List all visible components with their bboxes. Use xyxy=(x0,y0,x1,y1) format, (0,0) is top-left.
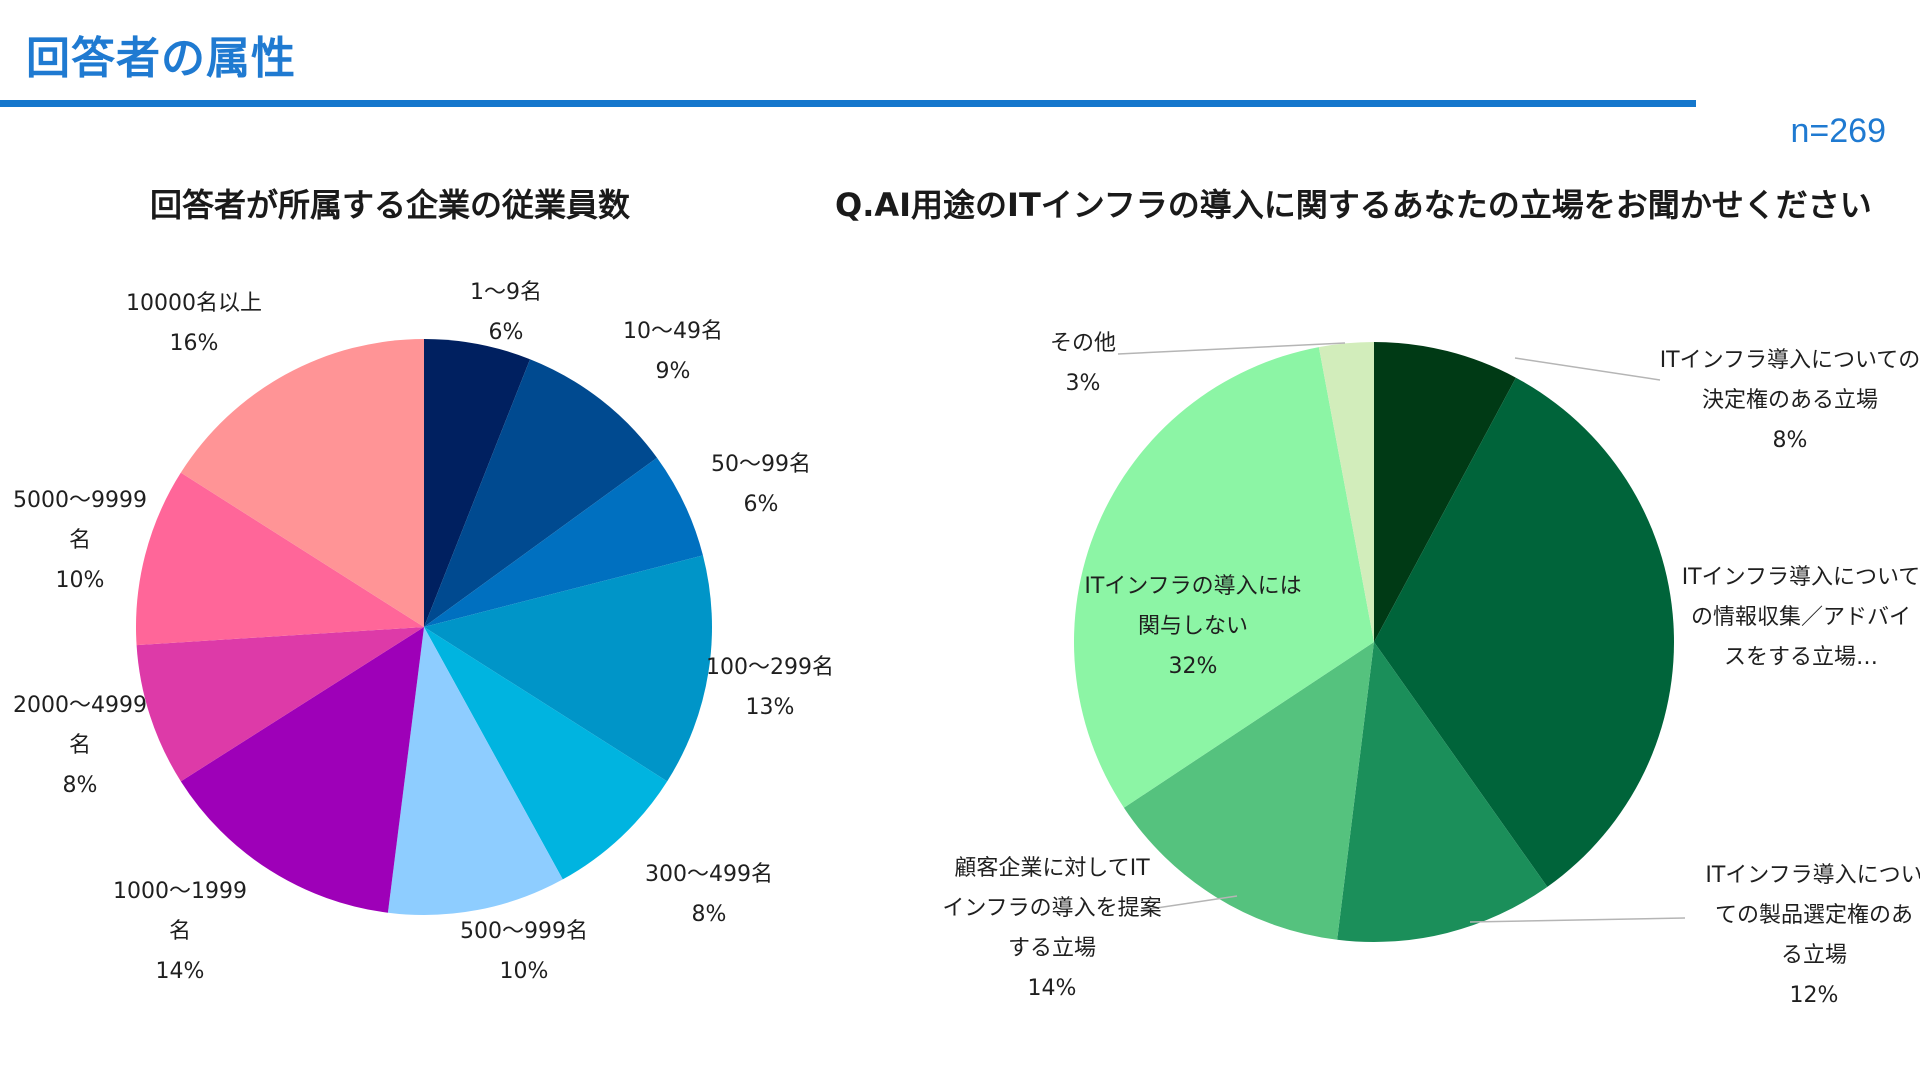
leader-line-1 xyxy=(1469,917,1686,923)
employees-slice-5 xyxy=(387,627,563,916)
employees-label-7: 2000～4999 名 8% xyxy=(13,693,147,798)
employees-label-0: 1～9名 6% xyxy=(470,280,542,345)
employees-slice-3 xyxy=(424,555,712,782)
role-slice-3 xyxy=(1123,642,1374,940)
employees-slice-1 xyxy=(424,359,657,627)
right-chart-title: Q.AI用途のITインフラの導入に関するあなたの立場をお聞かせください xyxy=(835,186,1872,224)
leader-line-0 xyxy=(1514,357,1661,381)
employees-label-2: 50～99名 6% xyxy=(711,452,811,517)
role-label-5: その他 3% xyxy=(1050,331,1116,396)
employees-slice-4 xyxy=(424,627,668,880)
leader-line-2 xyxy=(1142,895,1238,911)
employees-label-8: 5000～9999 名 10% xyxy=(13,488,147,593)
leader-line-3 xyxy=(1117,342,1346,355)
it-role-pie xyxy=(1074,342,1674,943)
leader-lines xyxy=(1117,342,1686,923)
employees-slice-6 xyxy=(180,627,424,913)
it-role-labels: ITインフラ導入についての決定権のある立場 8% ITインフラ導入についての情報収集… xyxy=(942,331,1920,1008)
employees-label-9: 10000名以上 16% xyxy=(126,291,262,356)
employees-label-1: 10～49名 9% xyxy=(623,319,723,384)
employee-count-labels: 1～9名 6% 10～49名 9% 50～99名 6% 100～299名 13% 300～499… xyxy=(13,280,834,984)
role-label-0: ITインフラ導入についての決定権のある立場 8% xyxy=(1660,348,1920,453)
page-title: 回答者の属性 xyxy=(26,33,296,84)
role-slice-2 xyxy=(1337,642,1548,943)
employees-label-3: 100～299名 13% xyxy=(706,655,834,720)
employees-slice-7 xyxy=(136,627,424,782)
sample-size-label: n=269 xyxy=(1790,112,1887,150)
role-label-4: ITインフラの導入には関与しない 32% xyxy=(1084,574,1301,679)
title-divider xyxy=(0,100,1696,107)
role-label-3: 顧客企業に対してIT インフラの導入を提案する立場 14% xyxy=(942,856,1161,1001)
left-chart-title: 回答者が所属する企業の従業員数 xyxy=(150,186,631,224)
role-slice-1 xyxy=(1374,377,1674,887)
employee-count-pie xyxy=(136,339,712,916)
employees-slice-2 xyxy=(424,457,703,627)
role-label-2: ITインフラ導入についての製品選定権のある立場 12% xyxy=(1705,863,1920,1008)
role-label-1: ITインフラ導入についての情報収集／アドバイスをする立場… xyxy=(1682,565,1920,670)
employees-slice-8 xyxy=(136,472,424,646)
employees-label-5: 500～999名 10% xyxy=(460,919,588,984)
employees-slice-9 xyxy=(180,339,424,627)
role-slice-4 xyxy=(1074,347,1374,808)
employees-label-4: 300～499名 8% xyxy=(645,862,773,927)
employees-label-6: 1000～1999 名 14% xyxy=(113,879,247,984)
employees-slice-0 xyxy=(424,339,531,627)
role-slice-5 xyxy=(1318,342,1374,642)
role-slice-0 xyxy=(1374,342,1516,642)
